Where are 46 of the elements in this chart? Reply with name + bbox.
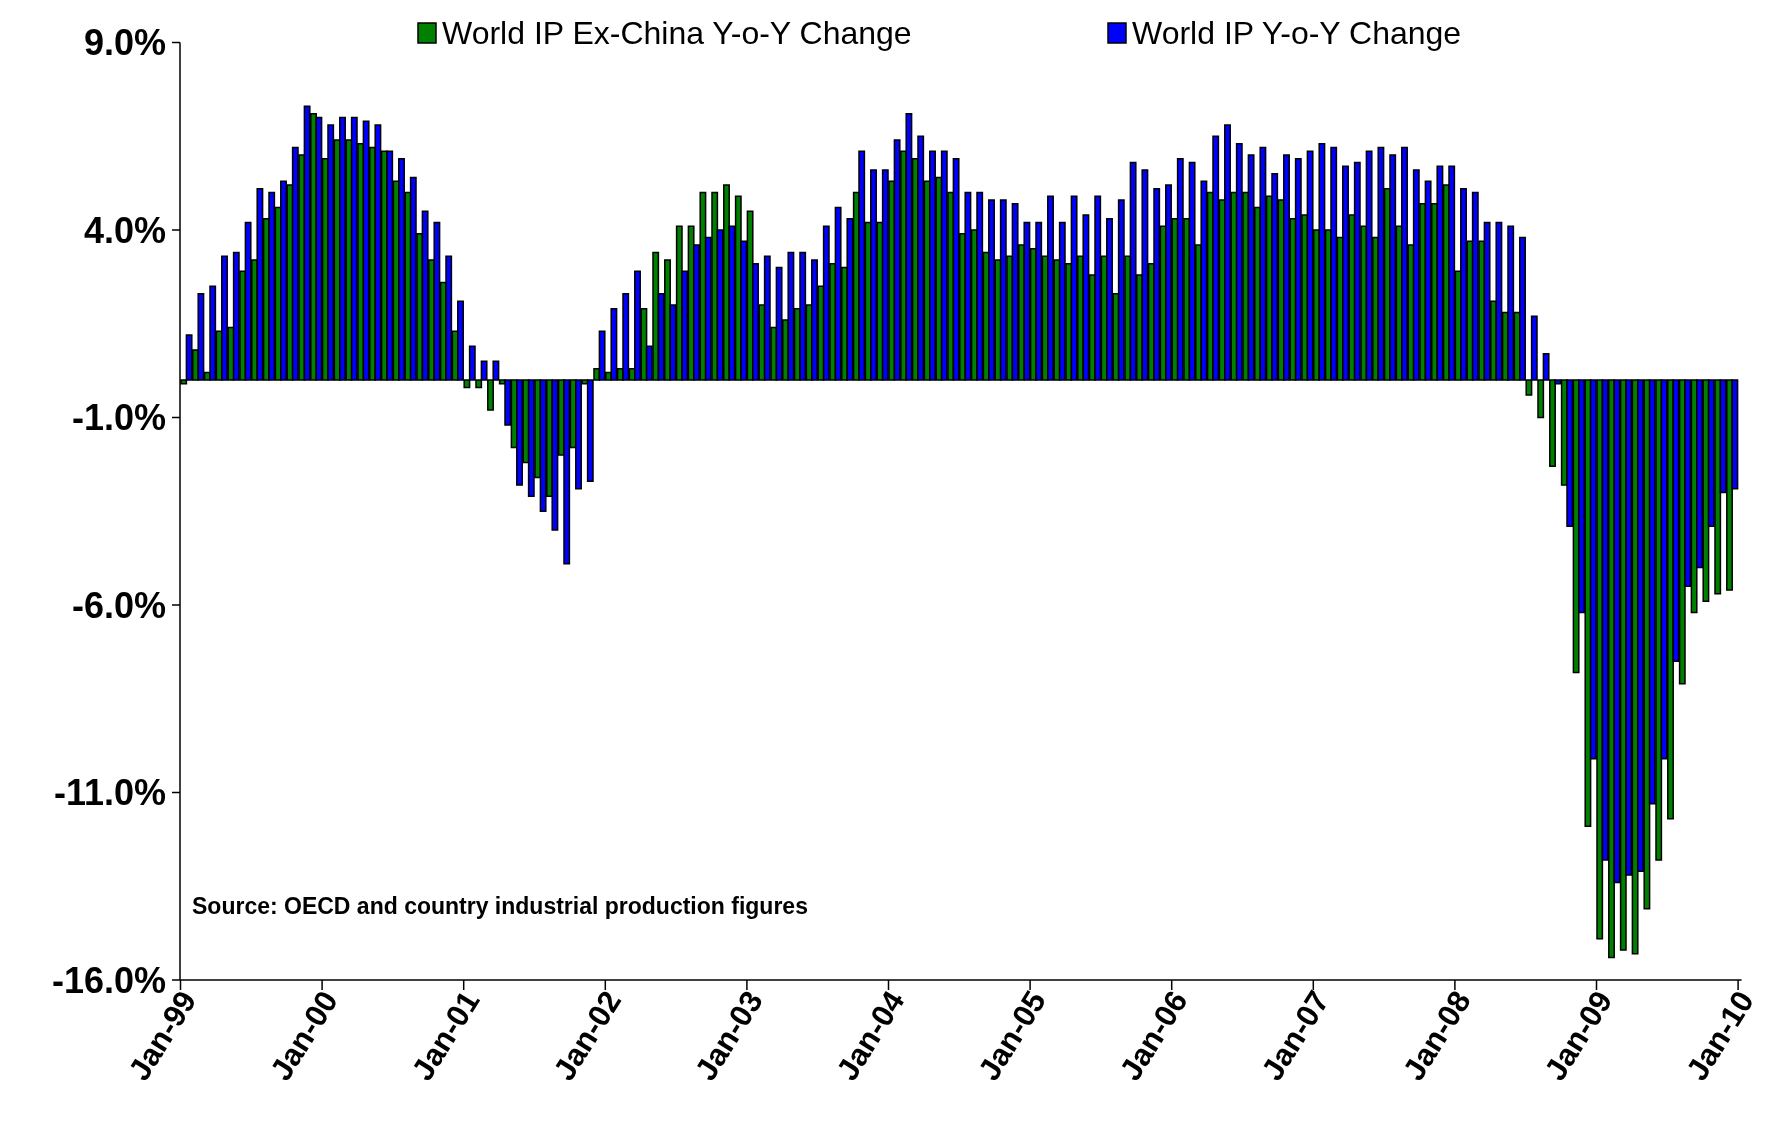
y-tick-label: -1.0% <box>71 397 166 438</box>
bar <box>1259 146 1267 381</box>
bar <box>374 124 382 381</box>
bar <box>1082 214 1090 381</box>
y-tick-label: 9.0% <box>83 22 166 63</box>
bar <box>244 221 252 381</box>
bar <box>1365 150 1373 381</box>
y-tick-label: 4.0% <box>83 209 166 251</box>
bar <box>610 308 618 381</box>
bar <box>1377 146 1385 381</box>
bar <box>964 191 972 381</box>
y-tick-label: -16.0% <box>51 959 166 1001</box>
bar <box>551 379 559 531</box>
bar <box>1070 195 1078 381</box>
bar <box>1129 161 1137 381</box>
bar <box>433 221 441 381</box>
y-tick-label: -11.0% <box>53 772 166 813</box>
annotation: Source: OECD and country industrial production figures <box>192 893 808 919</box>
bar <box>905 113 913 381</box>
bar <box>834 206 842 381</box>
bar <box>1483 221 1491 381</box>
bar <box>362 120 370 381</box>
bar <box>1306 150 1314 381</box>
bar <box>1436 165 1444 381</box>
bar <box>1023 221 1031 381</box>
bar <box>1141 169 1149 381</box>
bar <box>256 188 264 381</box>
bar <box>1495 221 1503 381</box>
bar <box>1011 203 1019 381</box>
bar <box>185 334 193 381</box>
legend-label: World IP Y-o-Y Change <box>1132 15 1462 51</box>
bar <box>1247 154 1255 381</box>
bar <box>1424 180 1432 381</box>
bar <box>1200 180 1208 381</box>
bar <box>952 158 960 381</box>
bar <box>197 293 205 381</box>
bar <box>775 266 783 381</box>
bar <box>893 139 901 381</box>
bar <box>421 210 429 381</box>
bar <box>1318 143 1326 381</box>
bar <box>787 251 795 381</box>
bar <box>315 116 323 381</box>
bar <box>1188 161 1196 381</box>
y-tick-label: -6.0% <box>71 584 166 626</box>
bar <box>539 379 547 512</box>
legend-label: World IP Ex-China Y-o-Y Change <box>442 15 912 51</box>
